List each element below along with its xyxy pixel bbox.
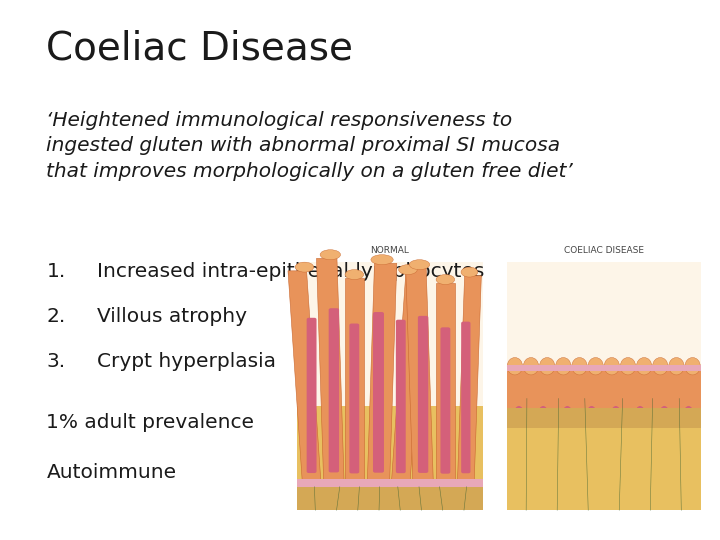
FancyBboxPatch shape [418, 316, 428, 473]
Polygon shape [367, 264, 397, 482]
Ellipse shape [436, 274, 454, 285]
Text: 1% adult prevalence: 1% adult prevalence [47, 413, 254, 432]
Ellipse shape [572, 357, 588, 375]
FancyBboxPatch shape [507, 365, 701, 371]
Text: Increased intra-epithelial lymphocytes: Increased intra-epithelial lymphocytes [96, 262, 484, 281]
FancyBboxPatch shape [373, 312, 384, 472]
Ellipse shape [320, 249, 341, 260]
Text: 3.: 3. [47, 352, 66, 370]
Text: Villous atrophy: Villous atrophy [96, 307, 246, 326]
Ellipse shape [611, 406, 621, 421]
Ellipse shape [409, 260, 430, 269]
FancyBboxPatch shape [441, 327, 450, 474]
Text: Coeliac Disease: Coeliac Disease [47, 30, 354, 68]
Text: ‘Heightened immunological responsiveness to
ingested gluten with abnormal proxim: ‘Heightened immunological responsiveness… [47, 111, 573, 181]
FancyBboxPatch shape [507, 399, 701, 510]
Ellipse shape [461, 267, 478, 277]
Ellipse shape [669, 357, 684, 375]
FancyBboxPatch shape [297, 487, 482, 510]
Ellipse shape [685, 357, 701, 375]
Polygon shape [317, 259, 344, 482]
Polygon shape [288, 271, 321, 482]
Ellipse shape [604, 357, 619, 375]
Ellipse shape [652, 357, 668, 375]
Ellipse shape [562, 406, 572, 421]
FancyBboxPatch shape [396, 320, 405, 473]
FancyBboxPatch shape [307, 318, 317, 473]
Ellipse shape [684, 406, 693, 421]
FancyBboxPatch shape [297, 406, 482, 510]
FancyBboxPatch shape [297, 262, 482, 406]
Polygon shape [345, 278, 364, 482]
FancyBboxPatch shape [507, 262, 701, 399]
Ellipse shape [539, 406, 548, 421]
FancyBboxPatch shape [297, 480, 482, 487]
Ellipse shape [295, 262, 314, 272]
Polygon shape [436, 284, 454, 482]
Ellipse shape [345, 269, 364, 280]
Ellipse shape [507, 357, 523, 375]
Text: Autoimmune: Autoimmune [47, 463, 176, 482]
Ellipse shape [621, 357, 636, 375]
Text: NORMAL: NORMAL [370, 246, 409, 255]
Ellipse shape [660, 406, 669, 421]
FancyBboxPatch shape [349, 323, 359, 474]
Text: 2.: 2. [47, 307, 66, 326]
FancyBboxPatch shape [462, 322, 470, 473]
Ellipse shape [636, 357, 652, 375]
Text: COELIAC DISEASE: COELIAC DISEASE [564, 246, 644, 255]
Ellipse shape [514, 406, 523, 421]
Polygon shape [405, 268, 433, 482]
Text: Crypt hyperplasia: Crypt hyperplasia [96, 352, 276, 370]
Ellipse shape [635, 406, 645, 421]
Ellipse shape [587, 406, 596, 421]
Ellipse shape [523, 357, 539, 375]
Ellipse shape [556, 357, 571, 375]
FancyBboxPatch shape [328, 308, 339, 472]
Ellipse shape [399, 265, 417, 274]
Text: 1.: 1. [47, 262, 66, 281]
Ellipse shape [539, 357, 555, 375]
FancyBboxPatch shape [507, 366, 701, 411]
FancyBboxPatch shape [507, 408, 701, 428]
Polygon shape [392, 273, 424, 482]
Polygon shape [457, 276, 482, 482]
Ellipse shape [371, 255, 393, 265]
Ellipse shape [588, 357, 603, 375]
